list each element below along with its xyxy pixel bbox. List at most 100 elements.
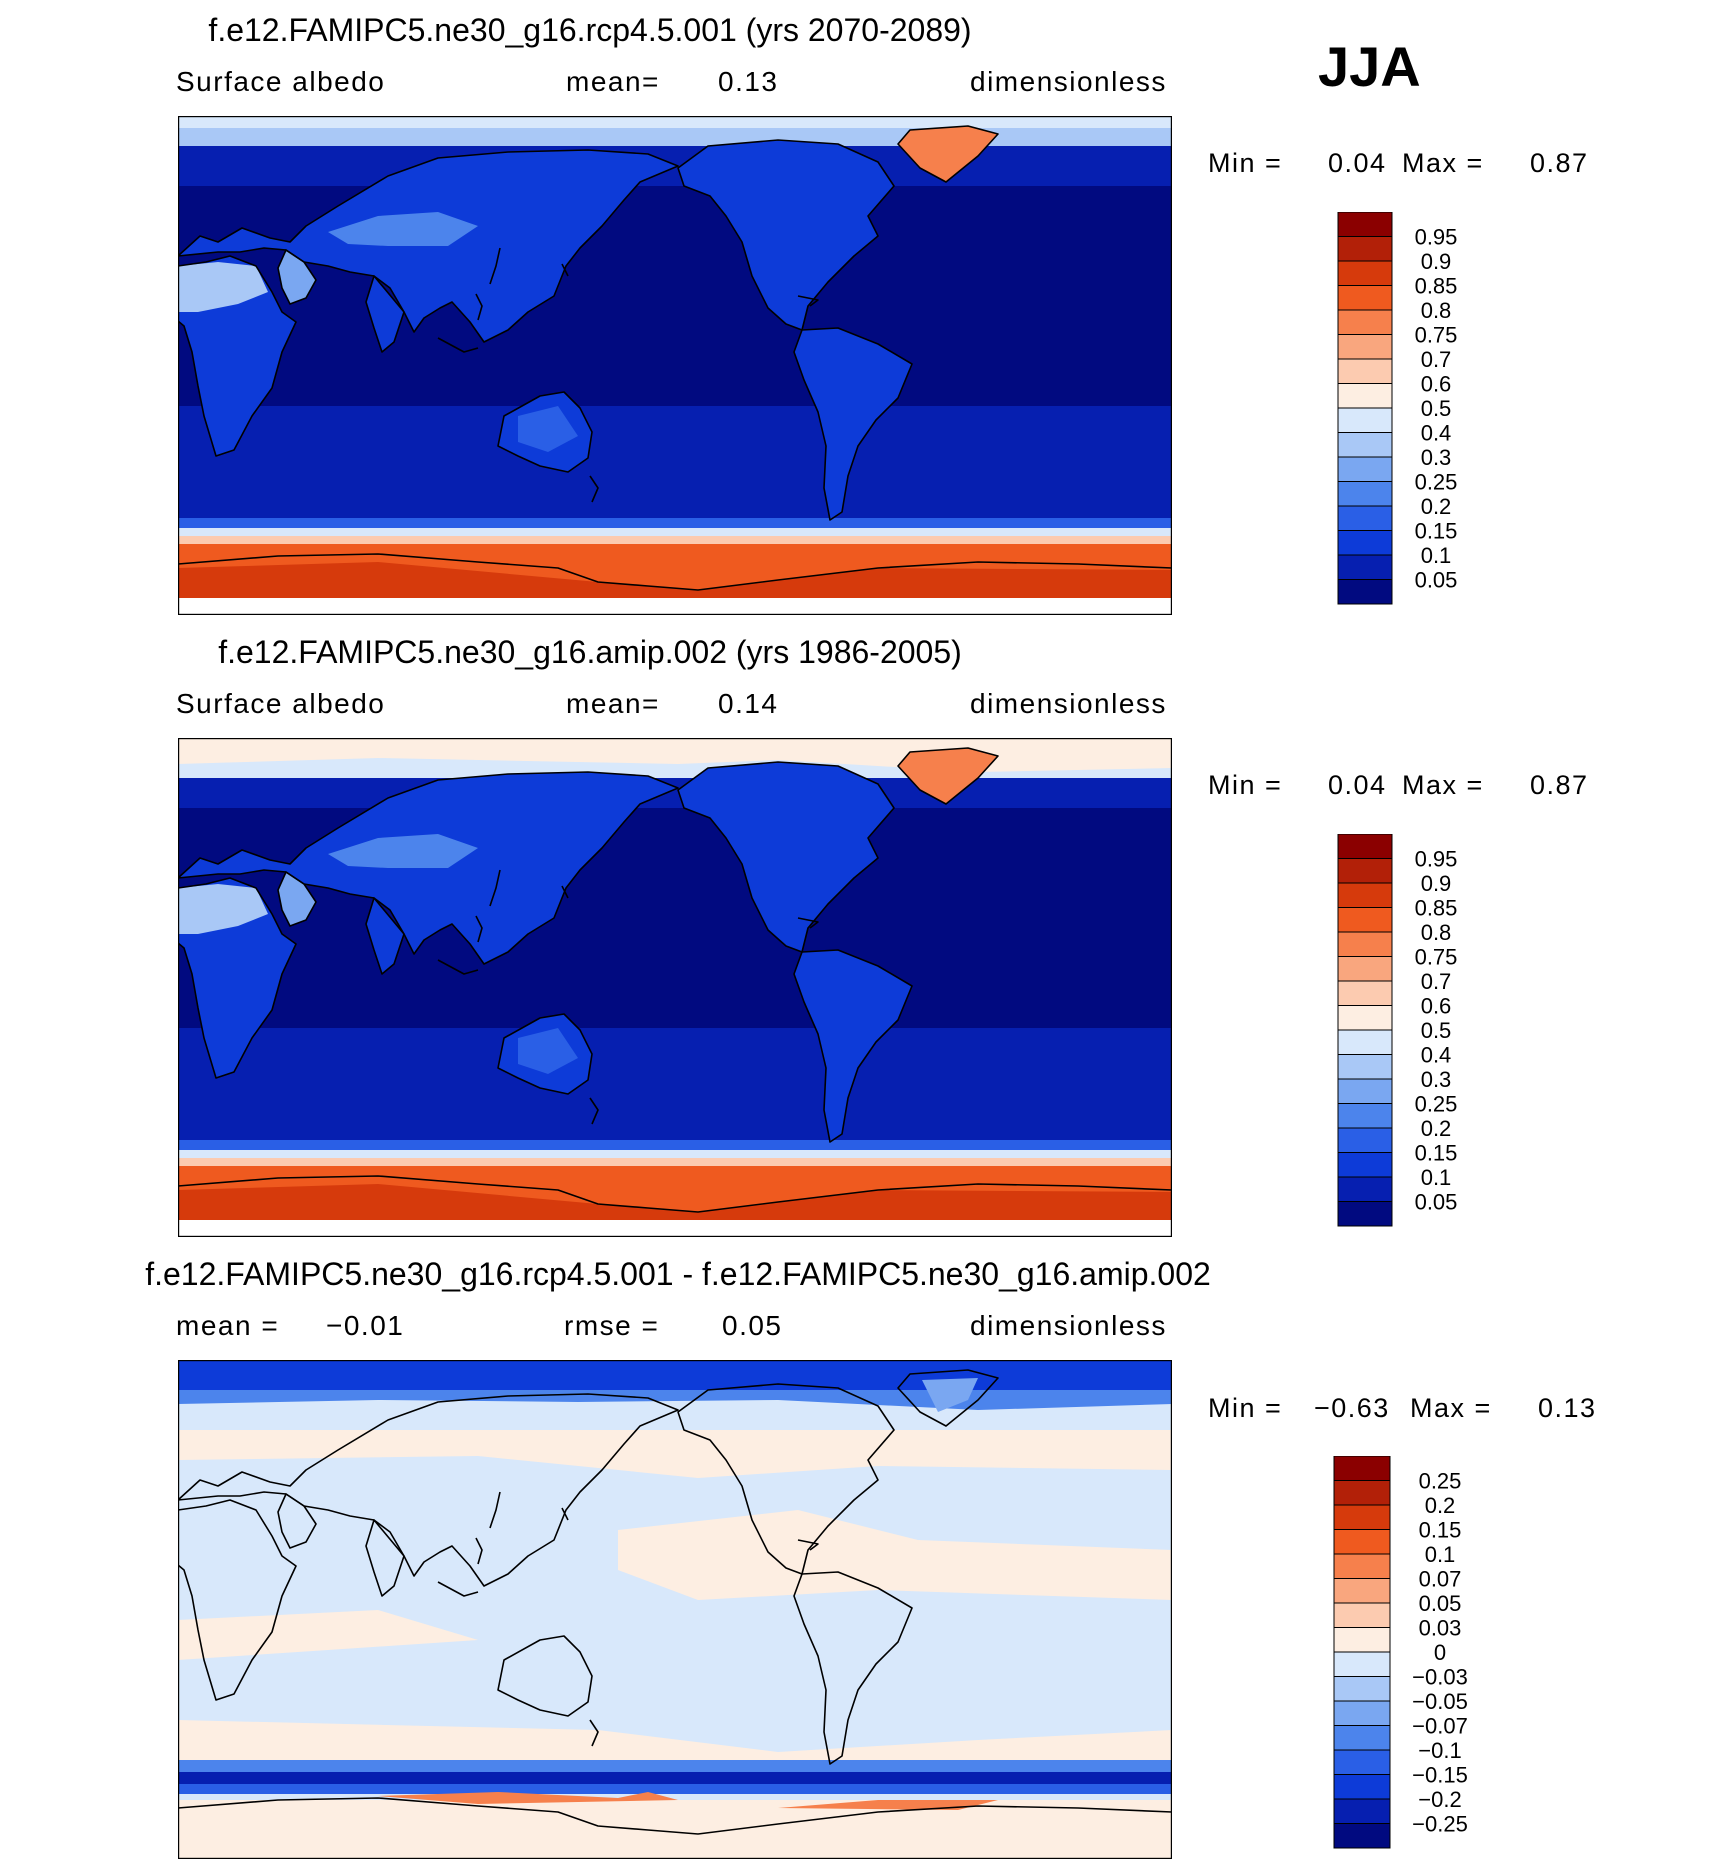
colorbar-tick-label: 0.25 <box>1419 1469 1462 1494</box>
colorbar-segment <box>1333 1627 1391 1653</box>
panel3-min-label: Min = <box>1208 1393 1283 1423</box>
sahara-desert <box>178 884 268 934</box>
colorbar-tick-label: 0.05 <box>1415 1190 1458 1215</box>
colorbar-segment <box>1333 1676 1391 1702</box>
colorbar-segment <box>1337 285 1393 311</box>
map-frame <box>178 1360 1172 1859</box>
panel2-mean-value: 0.14 <box>718 688 779 719</box>
map-frame <box>178 116 1172 615</box>
panel2-units: dimensionless <box>970 688 1167 719</box>
coastline-eurasia <box>178 1393 679 1587</box>
colorbar-tick-label: 0.03 <box>1419 1616 1462 1641</box>
panel1-mean-label: mean= <box>566 66 660 97</box>
colorbar-segment <box>1337 956 1393 982</box>
colorbar-tick-label: 0.85 <box>1415 896 1458 921</box>
panel2-mean-label: mean= <box>566 688 660 719</box>
panel2-title: f.e12.FAMIPC5.ne30_g16.amip.002 (yrs 198… <box>218 634 962 670</box>
coastline-antarctica <box>178 1797 1172 1835</box>
colorbar-tick-label: 0.05 <box>1419 1591 1462 1616</box>
southern-ocean-band <box>178 406 1172 536</box>
positive-difference-zones <box>178 1430 1172 1859</box>
colorbar-tick-label: 0.15 <box>1419 1518 1462 1543</box>
coastline-africa <box>178 255 297 457</box>
colorbar-segment <box>1337 579 1393 605</box>
antarctic-margin-1 <box>178 1140 1172 1152</box>
colorbar-segment <box>1333 1553 1391 1579</box>
colorbar-tick-label: 0.25 <box>1415 470 1458 495</box>
coastline-antarctica <box>178 1175 1172 1213</box>
panel3-title: f.e12.FAMIPC5.ne30_g16.rcp4.5.001 - f.e1… <box>145 1256 1211 1292</box>
colorbar-tick-label: 0.4 <box>1421 1043 1452 1068</box>
zone-tropics <box>618 1510 1172 1600</box>
colorbar-segment <box>1337 530 1393 556</box>
panel2-max-label: Max = <box>1402 770 1484 800</box>
central-asia-high-land <box>328 834 478 868</box>
panel3-rmse-value: 0.05 <box>722 1310 783 1341</box>
antarctic-margin-2 <box>178 1150 1172 1160</box>
colorbar-segment <box>1337 907 1393 933</box>
colorbar-segment <box>1337 456 1393 482</box>
albedo-map-rcp45 <box>178 116 1172 615</box>
colorbar-segment <box>1333 1456 1391 1481</box>
colorbar-segment <box>1337 1078 1393 1104</box>
coastline-africa <box>178 1499 297 1701</box>
colorbar-segment <box>1337 858 1393 884</box>
colorbar-segment <box>1333 1480 1391 1506</box>
colorbar-segment <box>1337 1127 1393 1153</box>
central-asia-high-land <box>328 212 478 246</box>
arabian-desert <box>278 250 316 304</box>
colorbar-tick-label: 0.75 <box>1415 945 1458 970</box>
antarctic-margin-3 <box>178 1158 1172 1166</box>
coastline-islands-oceania <box>437 1581 599 1747</box>
panel1-min-value: 0.04 <box>1328 148 1387 178</box>
arctic-negative-core <box>178 1360 1172 1390</box>
colorbar-segment <box>1337 1152 1393 1178</box>
colorbar-segment <box>1337 834 1393 859</box>
colorbar-tick-label: −0.05 <box>1412 1689 1468 1714</box>
antarctic-ice-sheet <box>178 1184 1172 1220</box>
zone-southern-ocean <box>178 1720 1172 1760</box>
southern-negative-edge-n <box>178 1760 1172 1774</box>
panel1-variable-label: Surface albedo <box>176 66 386 97</box>
colorbar-segment <box>1333 1798 1391 1824</box>
australia-interior <box>518 1028 578 1074</box>
polar-missing-data <box>178 1220 1172 1237</box>
land-s-america <box>794 950 912 1142</box>
colorbar-tick-label: 0.75 <box>1415 323 1458 348</box>
colorbar-segment <box>1333 1774 1391 1800</box>
colorbar-tick-label: 0.3 <box>1421 1067 1452 1092</box>
coastline-n-america <box>677 761 895 953</box>
coastline-africa <box>178 877 297 1079</box>
antarctic-positive-patches <box>378 1792 678 1804</box>
coastline-antarctica <box>178 553 1172 591</box>
colorbar-tick-label: 0.5 <box>1421 396 1452 421</box>
land-india <box>366 276 404 352</box>
colorbar-segment <box>1333 1504 1391 1530</box>
panel1-max-value: 0.87 <box>1530 148 1589 178</box>
coastline-islands-asia <box>475 1491 569 1565</box>
coastline-islands-caribbean <box>797 295 819 307</box>
panel3-min-value: −0.63 <box>1314 1393 1390 1423</box>
panel2-max-value: 0.87 <box>1530 770 1589 800</box>
coastline-s-america <box>793 327 913 521</box>
coastline-india <box>365 1519 405 1597</box>
panel3-max-label: Max = <box>1410 1393 1492 1423</box>
colorbar-segment <box>1333 1749 1391 1775</box>
greenland-ice-sheet <box>898 126 998 182</box>
colorbar-segment <box>1337 931 1393 957</box>
colorbar-tick-label: −0.25 <box>1412 1812 1468 1837</box>
coastline-n-america <box>677 139 895 331</box>
colorbar-tick-label: −0.2 <box>1418 1787 1461 1812</box>
colorbar-tick-label: 0.4 <box>1421 421 1452 446</box>
colorbar-segment <box>1337 1005 1393 1031</box>
coastlines <box>178 1369 1172 1835</box>
colorbar-tick-label: 0.2 <box>1421 1116 1452 1141</box>
colorbar-segment <box>1333 1578 1391 1604</box>
land-n-america <box>678 762 894 952</box>
colorbar-segment <box>1337 334 1393 360</box>
colorbar-tick-label: 0.95 <box>1415 225 1458 250</box>
colorbar-segment <box>1333 1823 1391 1849</box>
antarctic-margin-1 <box>178 518 1172 530</box>
coastline-greenland <box>897 125 999 183</box>
zone-antarctica <box>178 1800 1172 1859</box>
